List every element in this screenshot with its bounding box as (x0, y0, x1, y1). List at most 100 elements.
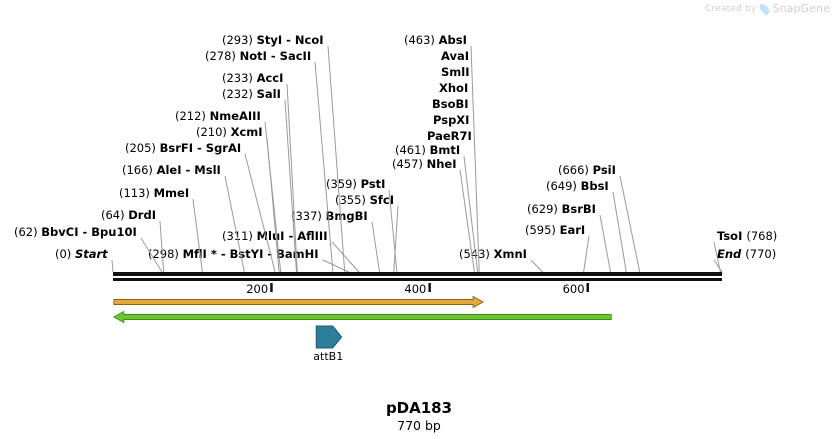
ruler-label-600: 600 (562, 282, 585, 296)
enzyme-name: MflI * - BstYI - BamHI (182, 247, 319, 261)
enzyme-name: BsoBI (432, 97, 469, 111)
leader-line-styi (327, 45, 346, 273)
enzyme-name: SalI (256, 87, 281, 101)
feature-arrow-attb1[interactable] (315, 325, 343, 349)
enzyme-position: (768) (746, 229, 778, 243)
enzyme-label-nmeaiii[interactable]: (212) NmeAIII (175, 110, 261, 122)
enzyme-label-tsoi[interactable]: TsoI (768) (717, 230, 777, 242)
feature-arrows (112, 295, 612, 349)
enzyme-label-drdi[interactable]: (64) DrdI (101, 209, 156, 221)
enzyme-label-mfli[interactable]: (298) MflI * - BstYI - BamHI (148, 248, 319, 260)
enzyme-label-sfci[interactable]: (355) SfcI (335, 194, 394, 206)
ruler-label-200: 200 (246, 282, 269, 296)
enzyme-name: EarI (559, 223, 586, 237)
enzyme-label-acci[interactable]: (233) AccI (222, 72, 283, 84)
enzyme-name: BbvCI - Bpu10I (41, 225, 137, 239)
enzyme-label-end[interactable]: End (770) (717, 248, 776, 260)
enzyme-label-smli[interactable]: SmlI (441, 66, 470, 78)
leader-line-bmgbi (371, 221, 380, 273)
enzyme-label-xmni[interactable]: (543) XmnI (459, 248, 527, 260)
enzyme-name: SmlI (441, 65, 470, 79)
leader-line-acci (286, 83, 298, 273)
enzyme-position: (278) (205, 49, 240, 63)
enzyme-label-styi[interactable]: (293) StyI - NcoI (222, 34, 324, 46)
enzyme-label-bmti[interactable]: (461) BmtI (395, 144, 460, 156)
watermark-created-by-text: Created by (704, 3, 757, 14)
enzyme-position: (64) (101, 208, 129, 222)
enzyme-position: (355) (335, 193, 370, 207)
enzyme-position: (463) (404, 33, 439, 47)
enzyme-position: (649) (546, 179, 581, 193)
ruler-tick-600 (586, 283, 589, 292)
enzyme-label-xhoi[interactable]: XhoI (439, 82, 468, 94)
enzyme-label-start[interactable]: (0) Start (55, 248, 108, 260)
enzyme-position: (232) (222, 87, 257, 101)
enzyme-label-bmgbi[interactable]: (337) BmgBI (291, 210, 368, 222)
plasmid-length: 770 bp (397, 418, 441, 433)
enzyme-position: (205) (125, 141, 160, 155)
enzyme-label-nhei[interactable]: (457) NheI (392, 158, 456, 170)
enzyme-name: BmgBI (325, 209, 368, 223)
enzyme-label-bsrbi[interactable]: (629) BsrBI (527, 203, 596, 215)
enzyme-name: AccI (256, 71, 284, 85)
leader-line-bsrbi (599, 214, 611, 273)
enzyme-name: XhoI (439, 81, 469, 95)
enzyme-name: BsrBI (561, 202, 596, 216)
enzyme-name: StyI - NcoI (256, 33, 324, 47)
enzyme-label-bsobi[interactable]: BsoBI (432, 98, 469, 110)
enzyme-position: (461) (395, 143, 430, 157)
enzyme-name: Start (74, 247, 108, 261)
enzyme-position: (770) (745, 247, 777, 261)
enzyme-position: (543) (459, 247, 494, 261)
enzyme-label-xcmi[interactable]: (210) XcmI (196, 126, 263, 138)
enzyme-label-bbsi[interactable]: (649) BbsI (546, 180, 609, 192)
enzyme-position: (166) (122, 163, 157, 177)
plasmid-backbone (113, 272, 722, 281)
enzyme-name: End (717, 247, 746, 261)
enzyme-name: PspXI (433, 113, 470, 127)
snapgene-leaf-icon (758, 1, 772, 16)
leader-line-start (111, 259, 114, 273)
enzyme-label-bsrfi[interactable]: (205) BsrFI - SgrAI (125, 142, 241, 154)
enzyme-position: (212) (175, 109, 210, 123)
enzyme-position: (298) (148, 247, 183, 261)
enzyme-name: AvaI (441, 49, 470, 63)
ruler-ticks (270, 283, 589, 292)
enzyme-label-absi[interactable]: (463) AbsI (404, 34, 467, 46)
enzyme-name: BsrFI - SgrAI (159, 141, 242, 155)
enzyme-label-pspxi[interactable]: PspXI (433, 114, 469, 126)
enzyme-position: (595) (525, 223, 560, 237)
enzyme-label-psti[interactable]: (359) PstI (326, 178, 385, 190)
enzyme-position: (210) (196, 125, 231, 139)
enzyme-position: (62) (14, 225, 42, 239)
enzyme-label-eari[interactable]: (595) EarI (525, 224, 585, 236)
enzyme-label-paer7i[interactable]: PaeR7I (427, 130, 472, 142)
leader-line-end (713, 259, 723, 273)
enzyme-label-mlui[interactable]: (311) MluI - AflIII (222, 230, 328, 242)
enzyme-name: XcmI (230, 125, 263, 139)
ruler-tick-400 (428, 283, 431, 292)
leader-line-absi (470, 45, 480, 273)
enzyme-position: (337) (291, 209, 326, 223)
enzyme-label-mmei[interactable]: (113) MmeI (119, 187, 189, 199)
enzyme-name: SfcI (369, 193, 394, 207)
leader-line-bbsi (612, 191, 627, 273)
enzyme-name: DrdI (128, 208, 156, 222)
feature-arrow-green[interactable] (112, 310, 612, 324)
enzyme-label-psii[interactable]: (666) PsiI (558, 164, 616, 176)
enzyme-label-sali[interactable]: (232) SalI (222, 88, 281, 100)
enzyme-label-avai[interactable]: AvaI (441, 50, 469, 62)
plasmid-title: pDA183 (385, 399, 453, 417)
enzyme-label-noti[interactable]: (278) NotI - SacII (205, 50, 311, 62)
ruler-label-400: 400 (404, 282, 427, 296)
enzyme-label-alei[interactable]: (166) AleI - MslI (122, 164, 221, 176)
leader-line-mfli (322, 259, 349, 273)
leader-line-xmni (530, 259, 543, 273)
enzyme-name: BmtI (429, 143, 461, 157)
leader-line-eari (583, 235, 590, 273)
enzyme-position: (293) (222, 33, 257, 47)
leader-line-mlui (331, 241, 360, 273)
feature-arrow-orange[interactable] (113, 295, 485, 309)
enzyme-label-bbvci[interactable]: (62) BbvCI - Bpu10I (14, 226, 137, 238)
